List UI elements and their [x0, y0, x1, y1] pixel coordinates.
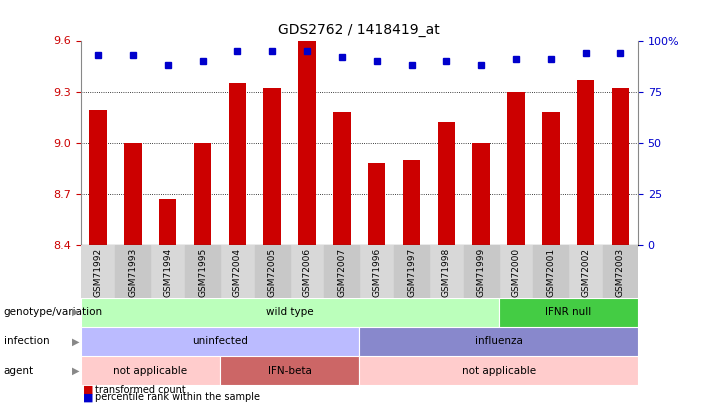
- Text: infection: infection: [4, 337, 49, 346]
- Bar: [193, 143, 211, 245]
- Text: not applicable: not applicable: [461, 366, 536, 375]
- Text: GSM71993: GSM71993: [128, 247, 137, 297]
- Bar: [81, 298, 498, 327]
- Text: ▶: ▶: [72, 337, 79, 346]
- Bar: [116, 245, 150, 298]
- Text: GSM72004: GSM72004: [233, 247, 242, 296]
- Text: IFN-beta: IFN-beta: [268, 366, 311, 375]
- Bar: [81, 327, 359, 356]
- Text: transformed count: transformed count: [95, 385, 185, 395]
- Text: wild type: wild type: [266, 307, 313, 317]
- Text: GSM72005: GSM72005: [268, 247, 277, 297]
- Bar: [508, 92, 525, 245]
- Bar: [464, 245, 498, 298]
- Text: genotype/variation: genotype/variation: [4, 307, 102, 317]
- Bar: [533, 245, 569, 298]
- Bar: [359, 327, 638, 356]
- Text: agent: agent: [4, 366, 34, 375]
- Bar: [325, 245, 359, 298]
- Bar: [333, 112, 350, 245]
- Bar: [220, 356, 359, 385]
- Bar: [577, 80, 594, 245]
- Bar: [229, 83, 246, 245]
- Bar: [472, 143, 490, 245]
- Text: not applicable: not applicable: [114, 366, 187, 375]
- Text: GSM71994: GSM71994: [163, 247, 172, 297]
- Text: GSM71998: GSM71998: [442, 247, 451, 297]
- Text: uninfected: uninfected: [192, 337, 248, 346]
- Title: GDS2762 / 1418419_at: GDS2762 / 1418419_at: [278, 23, 440, 37]
- Text: GSM71996: GSM71996: [372, 247, 381, 297]
- Text: ■: ■: [83, 392, 93, 402]
- Text: IFNR null: IFNR null: [545, 307, 592, 317]
- Bar: [498, 298, 638, 327]
- Bar: [254, 245, 290, 298]
- Text: GSM71999: GSM71999: [477, 247, 486, 297]
- Text: GSM72006: GSM72006: [303, 247, 311, 297]
- Text: percentile rank within the sample: percentile rank within the sample: [95, 392, 259, 402]
- Text: GSM72003: GSM72003: [616, 247, 625, 297]
- Bar: [403, 160, 420, 245]
- Text: ▶: ▶: [72, 366, 79, 375]
- Text: ▶: ▶: [72, 307, 79, 317]
- Bar: [612, 88, 629, 245]
- Bar: [299, 40, 315, 245]
- Text: GSM71997: GSM71997: [407, 247, 416, 297]
- Bar: [81, 356, 220, 385]
- Text: GSM71992: GSM71992: [93, 247, 102, 297]
- Bar: [542, 112, 559, 245]
- Text: influenza: influenza: [475, 337, 522, 346]
- Bar: [359, 356, 638, 385]
- Text: GSM72007: GSM72007: [337, 247, 346, 297]
- Bar: [437, 122, 455, 245]
- Bar: [89, 111, 107, 245]
- Text: GSM72000: GSM72000: [512, 247, 521, 297]
- Bar: [603, 245, 638, 298]
- Text: GSM71995: GSM71995: [198, 247, 207, 297]
- Bar: [185, 245, 220, 298]
- Bar: [264, 88, 281, 245]
- Text: GSM72002: GSM72002: [581, 247, 590, 296]
- Bar: [124, 143, 142, 245]
- Text: GSM72001: GSM72001: [546, 247, 555, 297]
- Bar: [394, 245, 429, 298]
- Bar: [368, 163, 386, 245]
- Text: ■: ■: [83, 385, 93, 395]
- Bar: [159, 199, 177, 245]
